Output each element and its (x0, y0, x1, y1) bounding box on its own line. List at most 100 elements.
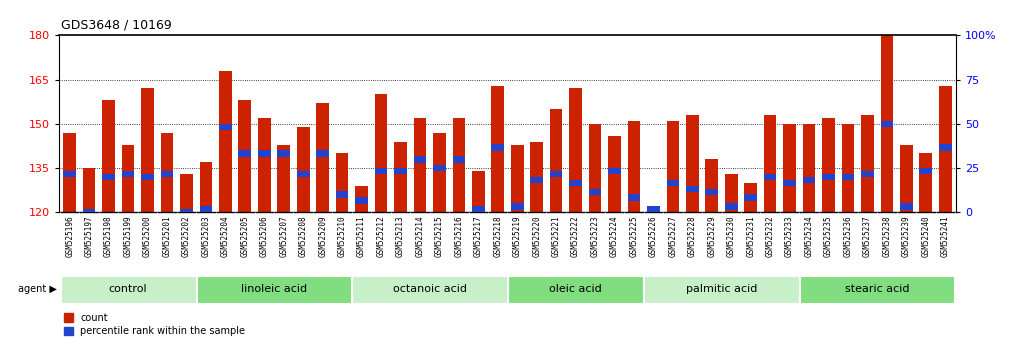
Bar (355, 186, 368, 212)
Bar (511, 144, 524, 212)
Text: GSM525212: GSM525212 (376, 216, 385, 257)
Bar (199, 162, 213, 212)
Bar (238, 100, 251, 212)
Bar (589, 188, 601, 195)
Bar (63, 171, 76, 177)
Bar (686, 185, 699, 192)
Text: GSM525233: GSM525233 (785, 216, 794, 257)
Bar (627, 121, 641, 212)
Text: GSM525216: GSM525216 (455, 216, 464, 257)
Text: agent ▶: agent ▶ (18, 284, 57, 295)
Bar (103, 174, 115, 180)
Text: GSM525197: GSM525197 (84, 216, 94, 257)
Text: GSM525203: GSM525203 (201, 216, 211, 257)
FancyBboxPatch shape (353, 276, 506, 303)
Bar (744, 194, 757, 201)
Text: GSM525230: GSM525230 (727, 216, 735, 257)
Bar (666, 121, 679, 212)
Text: GSM525224: GSM525224 (610, 216, 619, 257)
Text: GSM525207: GSM525207 (280, 216, 288, 257)
Bar (238, 150, 251, 156)
Bar (725, 203, 737, 210)
Bar (725, 174, 737, 212)
Text: GSM525201: GSM525201 (163, 216, 172, 257)
Bar (374, 95, 387, 212)
Bar (919, 168, 933, 174)
Bar (783, 124, 796, 212)
Bar (258, 118, 271, 212)
Bar (900, 203, 912, 210)
Text: GSM525236: GSM525236 (843, 216, 852, 257)
Text: oleic acid: oleic acid (549, 284, 602, 295)
Text: GSM525209: GSM525209 (318, 216, 327, 257)
Bar (453, 118, 465, 212)
Text: GSM525232: GSM525232 (766, 216, 775, 257)
Bar (103, 100, 115, 212)
Text: GSM525228: GSM525228 (687, 216, 697, 257)
Text: octanoic acid: octanoic acid (393, 284, 467, 295)
Text: GSM525240: GSM525240 (921, 216, 931, 257)
Bar (822, 174, 835, 180)
Text: GSM525205: GSM525205 (240, 216, 249, 257)
Bar (433, 165, 445, 171)
Text: GSM525202: GSM525202 (182, 216, 191, 257)
Bar (861, 115, 874, 212)
Bar (570, 179, 582, 186)
Text: GSM525225: GSM525225 (630, 216, 639, 257)
Bar (939, 144, 952, 151)
Text: GSM525231: GSM525231 (746, 216, 756, 257)
Text: GSM525220: GSM525220 (532, 216, 541, 257)
Bar (686, 115, 699, 212)
Text: GSM525223: GSM525223 (591, 216, 600, 257)
Text: GSM525238: GSM525238 (883, 216, 892, 257)
Bar (453, 156, 465, 162)
Bar (258, 150, 271, 156)
Bar (491, 144, 504, 151)
Bar (822, 118, 835, 212)
Text: GSM525222: GSM525222 (572, 216, 580, 257)
Text: GSM525237: GSM525237 (863, 216, 872, 257)
Bar (802, 124, 816, 212)
Bar (141, 88, 154, 212)
Text: GSM525214: GSM525214 (415, 216, 424, 257)
Bar (180, 174, 193, 212)
Bar (336, 153, 349, 212)
Bar (161, 171, 173, 177)
Text: GSM525239: GSM525239 (902, 216, 911, 257)
FancyBboxPatch shape (61, 276, 195, 303)
Bar (141, 174, 154, 180)
Bar (783, 179, 796, 186)
Text: GSM525198: GSM525198 (104, 216, 113, 257)
Bar (608, 136, 620, 212)
Bar (550, 171, 562, 177)
Bar (433, 133, 445, 212)
Bar (706, 188, 718, 195)
Bar (842, 124, 854, 212)
Bar (842, 174, 854, 180)
Bar (374, 168, 387, 174)
FancyBboxPatch shape (645, 276, 798, 303)
Bar (180, 209, 193, 216)
Bar (278, 150, 290, 156)
Bar (530, 142, 543, 212)
Text: palmitic acid: palmitic acid (685, 284, 758, 295)
Bar (491, 86, 504, 212)
Bar (744, 183, 757, 212)
Bar (395, 168, 407, 174)
Bar (706, 159, 718, 212)
Text: GSM525204: GSM525204 (221, 216, 230, 257)
Text: GSM525235: GSM525235 (824, 216, 833, 257)
Bar (802, 177, 816, 183)
Text: GSM525219: GSM525219 (513, 216, 522, 257)
Text: control: control (109, 284, 147, 295)
Bar (511, 203, 524, 210)
Text: GSM525215: GSM525215 (435, 216, 443, 257)
Bar (161, 133, 173, 212)
Bar (199, 206, 213, 213)
Bar (297, 171, 309, 177)
Bar (336, 192, 349, 198)
Text: GSM525217: GSM525217 (474, 216, 483, 257)
Bar (900, 144, 912, 212)
Bar (395, 142, 407, 212)
Text: GSM525218: GSM525218 (493, 216, 502, 257)
